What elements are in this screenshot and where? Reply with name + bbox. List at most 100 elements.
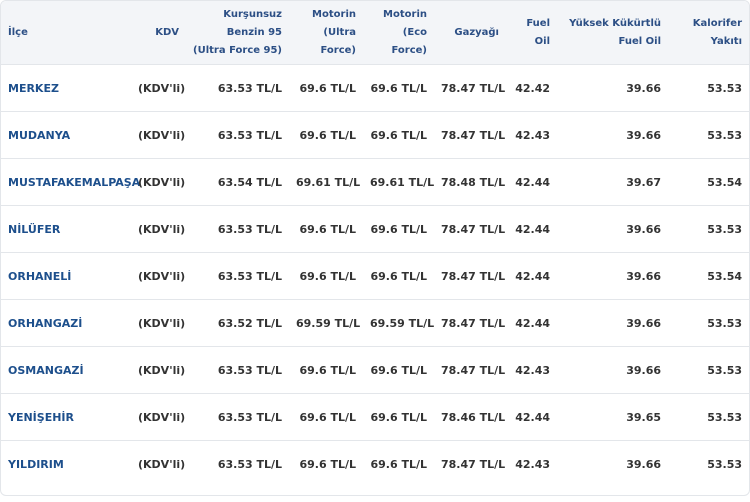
price-cell: 39.66	[557, 252, 668, 300]
price-cell: 69.6 TL/L	[289, 205, 363, 253]
price-cell: 78.47 TL/L	[434, 111, 506, 159]
price-cell: 42.44	[506, 252, 557, 300]
price-cell: 69.6 TL/L	[289, 440, 363, 487]
price-cell: 78.47 TL/L	[434, 440, 506, 487]
price-cell: (KDV'li)	[131, 440, 186, 487]
table-row: NİLÜFER (KDV'li) 63.53 TL/L 69.6 TL/L 69.6 T…	[1, 205, 749, 253]
price-cell: 78.47 TL/L	[434, 252, 506, 300]
price-cell: 78.47 TL/L	[434, 205, 506, 253]
price-cell: 63.53 TL/L	[186, 252, 289, 300]
price-cell: 53.53	[668, 346, 749, 394]
district-cell: MUDANYA	[1, 111, 131, 159]
price-cell: 69.6 TL/L	[363, 111, 434, 159]
price-cell: 42.42	[506, 64, 557, 112]
price-cell: (KDV'li)	[131, 111, 186, 159]
column-header: KDV	[131, 1, 186, 65]
price-cell: 42.43	[506, 440, 557, 487]
column-header: Kurşunsuz Benzin 95 (Ultra Force 95)	[186, 1, 289, 65]
table-row: ORHANGAZİ (KDV'li) 63.52 TL/L 69.59 TL/L 69.…	[1, 299, 749, 347]
price-cell: 53.53	[668, 205, 749, 253]
price-cell: 42.44	[506, 158, 557, 206]
column-header: İlçe	[1, 1, 131, 65]
price-cell: 63.53 TL/L	[186, 346, 289, 394]
price-cell: 42.44	[506, 299, 557, 347]
price-cell: 69.6 TL/L	[289, 252, 363, 300]
price-cell: (KDV'li)	[131, 393, 186, 441]
price-cell: 39.66	[557, 440, 668, 487]
district-cell: YENİŞEHİR	[1, 393, 131, 441]
price-cell: 78.48 TL/L	[434, 158, 506, 206]
price-cell: (KDV'li)	[131, 205, 186, 253]
price-cell: 69.61 TL/L	[363, 158, 434, 206]
table-row: YILDIRIM (KDV'li) 63.53 TL/L 69.6 TL/L 69.6 …	[1, 440, 749, 487]
price-cell: 53.53	[668, 299, 749, 347]
price-cell: 39.66	[557, 346, 668, 394]
price-cell: (KDV'li)	[131, 346, 186, 394]
price-cell: 53.54	[668, 252, 749, 300]
district-cell: YILDIRIM	[1, 440, 131, 487]
price-cell: 63.53 TL/L	[186, 440, 289, 487]
price-cell: (KDV'li)	[131, 252, 186, 300]
price-cell: (KDV'li)	[131, 299, 186, 347]
district-cell: NİLÜFER	[1, 205, 131, 253]
price-cell: 63.53 TL/L	[186, 64, 289, 112]
table-row: MUSTAFAKEMALPAŞA (KDV'li) 63.54 TL/L 69.61 …	[1, 158, 749, 206]
price-cell: 39.66	[557, 205, 668, 253]
table-row: OSMANGAZİ (KDV'li) 63.53 TL/L 69.6 TL/L 69.6…	[1, 346, 749, 394]
district-cell: MERKEZ	[1, 64, 131, 112]
price-cell: 69.6 TL/L	[289, 111, 363, 159]
table-body: MERKEZ (KDV'li) 63.53 TL/L 69.6 TL/L 69.6 TL…	[1, 64, 749, 487]
price-cell: 39.66	[557, 64, 668, 112]
price-cell: 69.6 TL/L	[363, 205, 434, 253]
price-cell: 53.53	[668, 111, 749, 159]
price-cell: (KDV'li)	[131, 158, 186, 206]
price-cell: 39.66	[557, 111, 668, 159]
table-row: YENİŞEHİR (KDV'li) 63.53 TL/L 69.6 TL/L 69.6…	[1, 393, 749, 441]
price-cell: 69.6 TL/L	[363, 440, 434, 487]
price-cell: 63.54 TL/L	[186, 158, 289, 206]
price-cell: 53.54	[668, 158, 749, 206]
price-cell: 78.46 TL/L	[434, 393, 506, 441]
price-cell: 69.61 TL/L	[289, 158, 363, 206]
table-row: ORHANELİ (KDV'li) 63.53 TL/L 69.6 TL/L 69.6 …	[1, 252, 749, 300]
price-cell: 69.6 TL/L	[289, 393, 363, 441]
price-cell: 42.43	[506, 111, 557, 159]
price-cell: 69.6 TL/L	[289, 346, 363, 394]
column-header: Motorin (Ultra Force)	[289, 1, 363, 65]
column-header: Yüksek Kükürtlü Fuel Oil	[557, 1, 668, 65]
price-cell: 69.6 TL/L	[363, 346, 434, 394]
district-cell: ORHANELİ	[1, 252, 131, 300]
price-cell: 53.53	[668, 64, 749, 112]
district-cell: MUSTAFAKEMALPAŞA	[1, 158, 140, 206]
header-row: İlçe KDV Kurşunsuz Benzin 95 (Ultra Force …	[1, 1, 749, 65]
price-cell: 63.53 TL/L	[186, 393, 289, 441]
price-cell: 63.53 TL/L	[186, 205, 289, 253]
column-header: Kalorifer Yakıtı	[668, 1, 749, 65]
district-cell: ORHANGAZİ	[1, 299, 131, 347]
price-cell: 39.67	[557, 158, 668, 206]
table-row: MERKEZ (KDV'li) 63.53 TL/L 69.6 TL/L 69.6 TL…	[1, 64, 749, 112]
district-cell: OSMANGAZİ	[1, 346, 131, 394]
price-cell: 63.53 TL/L	[186, 111, 289, 159]
price-cell: 69.59 TL/L	[289, 299, 363, 347]
price-cell: 69.59 TL/L	[363, 299, 434, 347]
price-cell: 63.52 TL/L	[186, 299, 289, 347]
price-cell: 78.47 TL/L	[434, 346, 506, 394]
price-cell: 69.6 TL/L	[363, 64, 434, 112]
price-cell: 39.66	[557, 299, 668, 347]
price-cell: 53.53	[668, 440, 749, 487]
price-cell: 69.6 TL/L	[363, 393, 434, 441]
price-cell: 39.65	[557, 393, 668, 441]
price-table: İlçe KDV Kurşunsuz Benzin 95 (Ultra Force …	[1, 1, 749, 487]
price-cell: 69.6 TL/L	[289, 64, 363, 112]
table-row: MUDANYA (KDV'li) 63.53 TL/L 69.6 TL/L 69.6 T…	[1, 111, 749, 159]
price-cell: 78.47 TL/L	[434, 64, 506, 112]
price-cell: 42.44	[506, 205, 557, 253]
price-cell: 42.43	[506, 346, 557, 394]
price-cell: 42.44	[506, 393, 557, 441]
column-header: Gazyağı	[434, 1, 506, 65]
column-header: Fuel Oil	[506, 1, 557, 65]
price-cell: 69.6 TL/L	[363, 252, 434, 300]
price-cell: 78.47 TL/L	[434, 299, 506, 347]
